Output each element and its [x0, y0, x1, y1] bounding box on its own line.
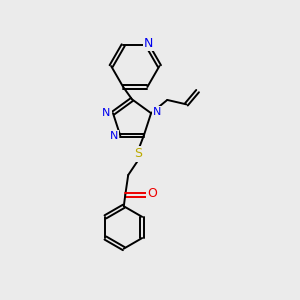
Text: N: N [144, 37, 154, 50]
Text: O: O [147, 187, 157, 200]
Text: N: N [153, 107, 162, 117]
Text: S: S [134, 147, 142, 160]
Text: N: N [110, 131, 118, 141]
Text: N: N [102, 108, 111, 118]
